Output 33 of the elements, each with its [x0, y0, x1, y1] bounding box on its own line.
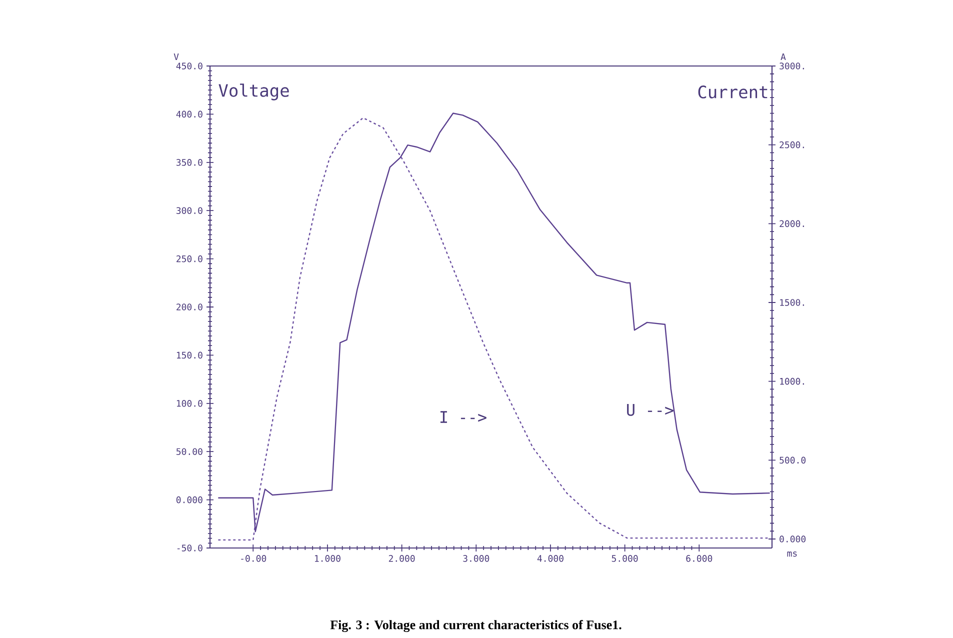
y-tick-label: -50.0: [177, 544, 202, 552]
x-tick-label: 4.000: [537, 555, 564, 562]
y2-tick-label: 2500.: [780, 141, 804, 148]
y2-tick-label: 1500.: [780, 299, 804, 306]
y-tick-label: 300.0: [176, 207, 202, 214]
x-tick-label: 2.000: [388, 555, 415, 562]
x-tick-label: 6.000: [686, 555, 712, 562]
annotation: I -->: [440, 411, 486, 423]
annotation: Voltage: [218, 84, 289, 100]
y-tick-label: 350.0: [176, 158, 202, 166]
y2-tick-label: 1000.: [780, 378, 804, 385]
y2-tick-label: 500.0: [780, 456, 806, 464]
y-tick-label: 0.000: [176, 496, 202, 504]
y2-tick-label: 3000.: [780, 62, 804, 70]
caption: Fig. 3 : Voltage and current characteristics of Fuse1.: [330, 620, 622, 632]
x-tick-label: 1.000: [314, 555, 340, 562]
y2-tick-label: 0.000: [780, 536, 806, 542]
annotation: U -->: [627, 404, 674, 416]
y-tick-label: 100.0: [176, 400, 202, 407]
y2-tick-label: 2000.: [780, 220, 804, 228]
y-tick-label: 200.0: [176, 304, 202, 310]
x-tick-label: -0.00: [241, 555, 266, 562]
y-tick-label: 450.0: [176, 62, 202, 70]
y-tick-label: 50.00: [176, 448, 202, 455]
annotation: Current: [698, 86, 768, 98]
y-tick-label: 400.0: [176, 110, 202, 118]
y-tick-label: 250.0: [176, 255, 202, 262]
y-tick-label: 150.0: [176, 352, 202, 359]
x-tick-label: 3.000: [463, 555, 490, 562]
x-tick-label: 5.000: [612, 555, 638, 562]
y-axis-title: V: [174, 54, 179, 60]
x-axis-title: ms: [787, 552, 797, 557]
y2-axis-title: A: [780, 53, 786, 60]
